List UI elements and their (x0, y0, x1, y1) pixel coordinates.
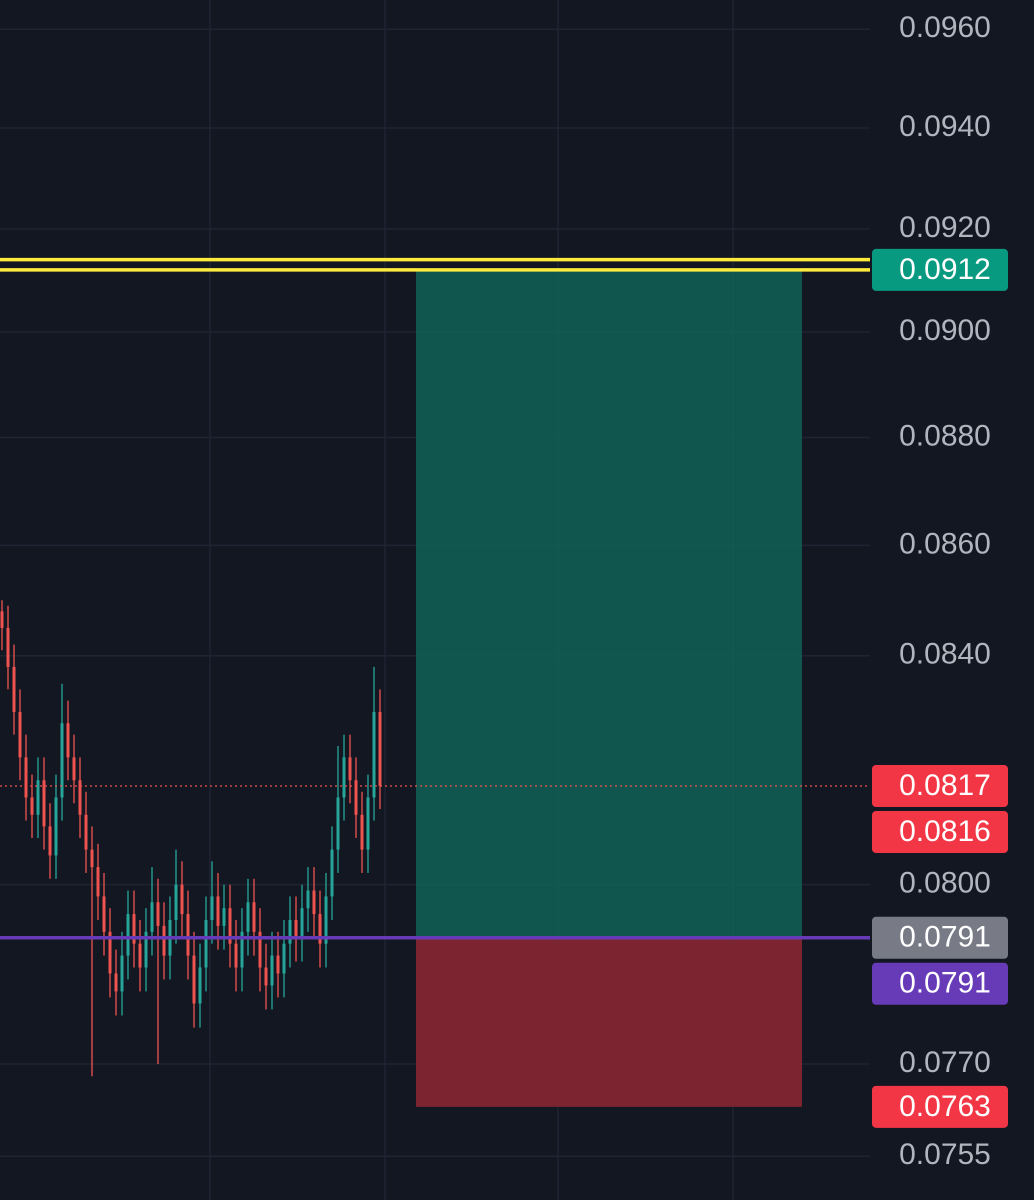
candle-body (102, 896, 106, 932)
candle-body (336, 797, 340, 850)
price-label-box (872, 962, 1008, 1005)
y-tick-label: 0.0770 (899, 1046, 991, 1079)
candle-body (354, 780, 358, 815)
y-tick-label: 0.0880 (899, 419, 991, 452)
candle-body (228, 908, 232, 944)
candle-body (174, 884, 178, 920)
candle-body (378, 711, 382, 787)
candle-body (306, 890, 310, 909)
candle-body (366, 797, 370, 850)
candle-body (120, 955, 124, 992)
candle-body (192, 955, 196, 1004)
candle-body (144, 931, 148, 968)
candle-body (54, 797, 58, 856)
price-label: 0.0912 (899, 253, 991, 286)
candle-body (24, 757, 28, 798)
y-tick-label: 0.0940 (899, 110, 991, 143)
candle-body (324, 896, 328, 944)
candle-body (204, 919, 208, 968)
profit-zone (416, 269, 802, 938)
price-label-box (872, 248, 1008, 291)
price-label: 0.0816 (899, 815, 991, 848)
candle-body (342, 757, 346, 798)
candle-body (258, 931, 262, 968)
candle-body (96, 867, 100, 897)
candle-body (372, 711, 376, 798)
candle-body (276, 955, 280, 974)
candle-body (108, 931, 112, 974)
y-tick-label: 0.0860 (899, 527, 991, 560)
candle-body (84, 814, 88, 850)
candle-body (216, 896, 220, 926)
candle-body (300, 908, 304, 938)
candle-body (240, 931, 244, 968)
candle-body (18, 711, 22, 758)
candle-body (270, 955, 274, 986)
candle-body (156, 902, 160, 926)
y-tick-label: 0.0755 (899, 1138, 991, 1171)
candle-body (348, 757, 352, 781)
y-tick-label: 0.0900 (899, 314, 991, 347)
candle-body (42, 780, 46, 827)
candles (0, 600, 382, 1077)
candle-body (12, 666, 16, 712)
candle-body (6, 627, 10, 667)
candle-body (0, 611, 4, 628)
candle-body (198, 967, 202, 1004)
candle-body (288, 919, 292, 944)
candle-body (126, 914, 130, 956)
candle-body (294, 919, 298, 938)
candle-body (78, 780, 82, 815)
loss-zone (416, 937, 802, 1107)
candle-body (318, 914, 322, 944)
candle-body (210, 896, 214, 920)
candle-body (90, 849, 94, 868)
candle-body (30, 797, 34, 815)
candle-body (252, 902, 256, 932)
price-label: 0.0791 (899, 921, 991, 954)
candle-body (222, 908, 226, 926)
candle-body (72, 757, 76, 781)
candle-body (282, 943, 286, 974)
price-label: 0.0763 (899, 1090, 991, 1123)
candle-body (264, 967, 268, 986)
candle-body (330, 849, 334, 897)
price-label-box (872, 811, 1008, 854)
candle-body (312, 890, 316, 915)
y-tick-label: 0.0840 (899, 638, 991, 671)
candle-body (150, 902, 154, 932)
candle-body (114, 973, 118, 992)
candle-body (186, 914, 190, 956)
y-tick-label: 0.0960 (899, 11, 991, 44)
candle-body (234, 943, 238, 968)
price-label: 0.0791 (899, 967, 991, 1000)
candle-body (132, 914, 136, 944)
candle-body (246, 902, 250, 932)
price-label-box (872, 765, 1008, 808)
price-label-box (872, 916, 1008, 959)
candle-body (60, 723, 64, 798)
y-tick-label: 0.0920 (899, 211, 991, 244)
candle-body (36, 780, 40, 815)
candle-body (360, 814, 364, 850)
candle-body (138, 943, 142, 968)
y-tick-label: 0.0800 (899, 867, 991, 900)
candle-body (66, 723, 70, 758)
price-label: 0.0817 (899, 769, 991, 802)
price-label-box (872, 1085, 1008, 1128)
candle-body (48, 826, 52, 856)
candle-body (162, 925, 166, 956)
candle-body (180, 884, 184, 915)
